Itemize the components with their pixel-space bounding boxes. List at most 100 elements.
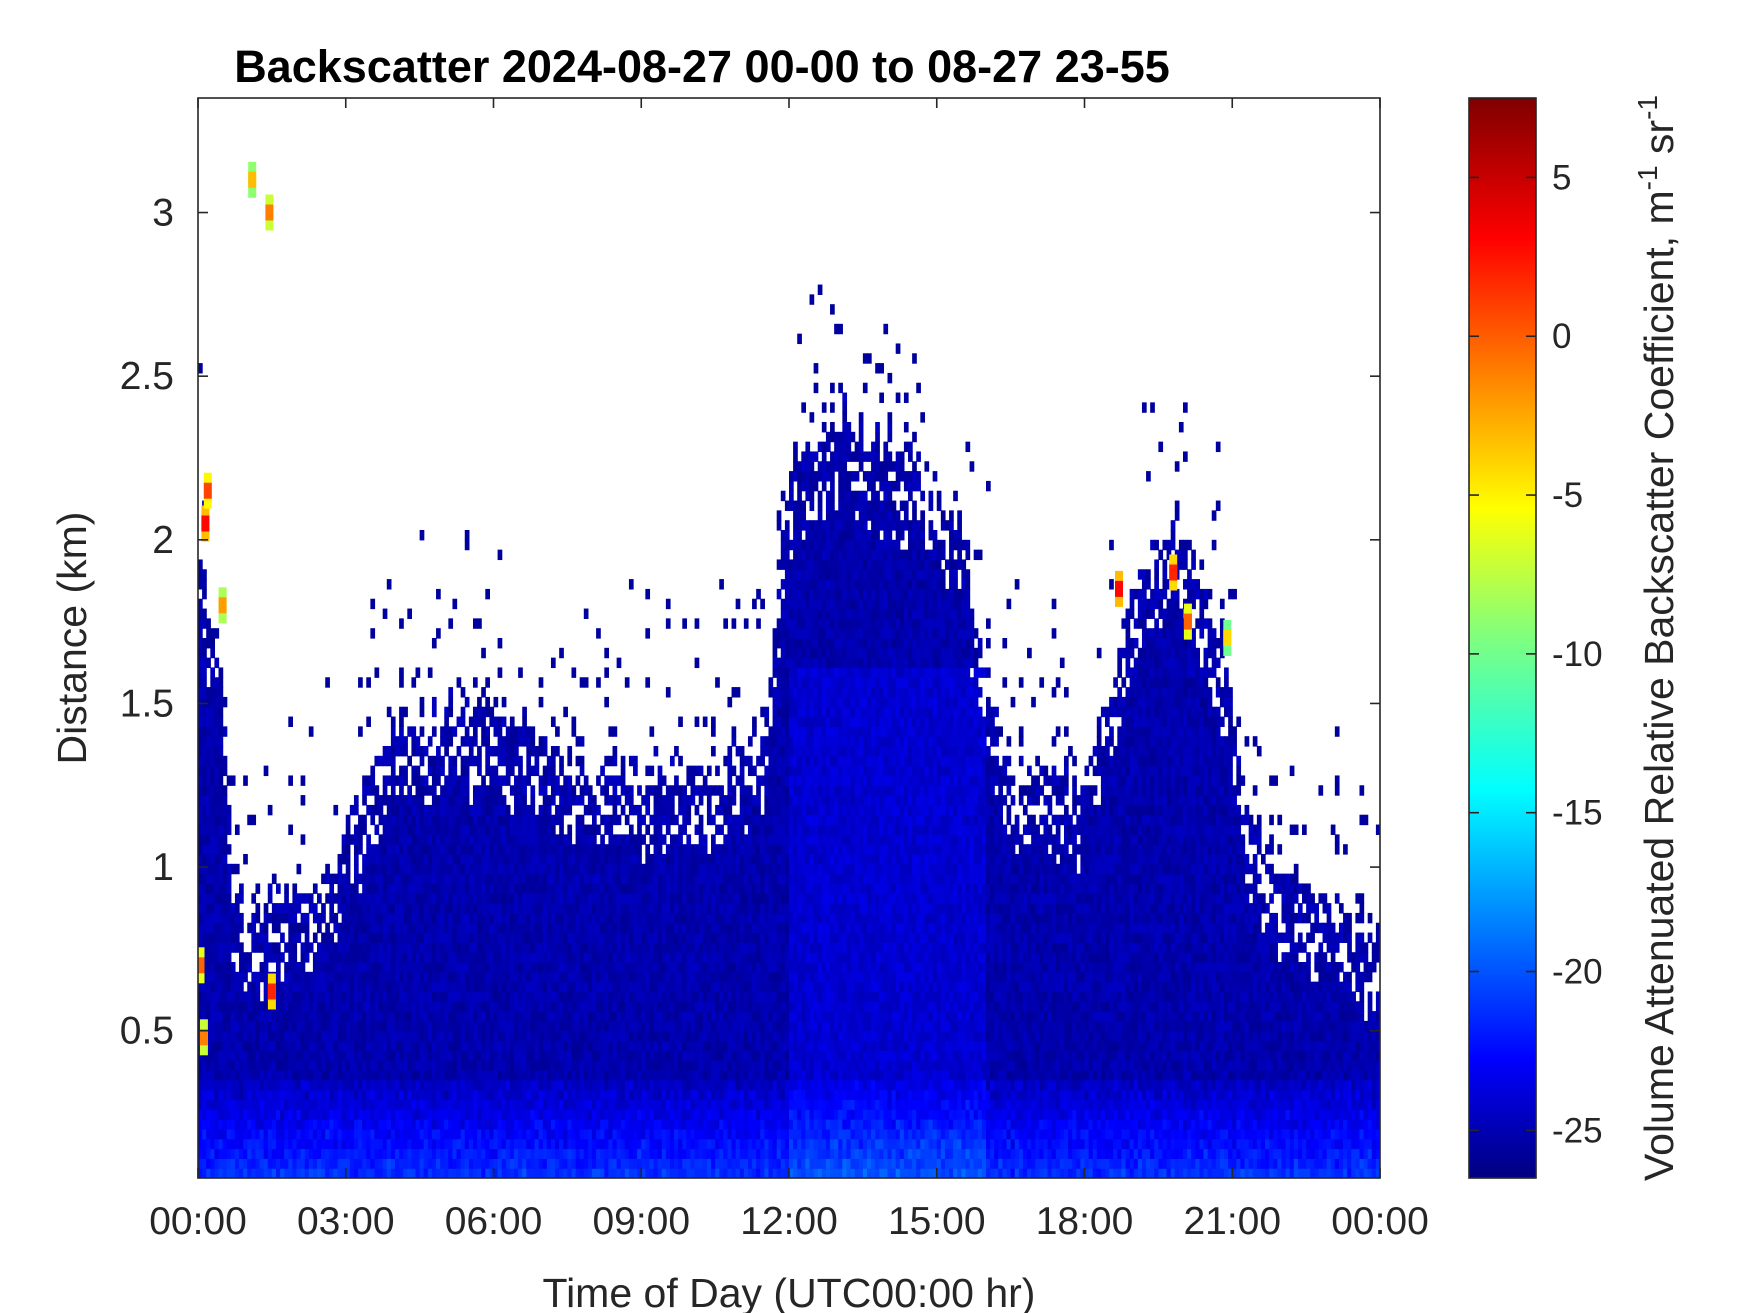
heatmap-cell — [575, 795, 581, 806]
heatmap-cell — [280, 1089, 285, 1101]
heatmap-cell — [579, 1119, 585, 1130]
heatmap-cell — [202, 844, 207, 855]
heatmap-cell — [575, 1099, 581, 1110]
heatmap-cell — [592, 873, 597, 885]
heatmap-cell — [444, 726, 449, 737]
heatmap-cell — [448, 1148, 454, 1159]
heatmap-cell — [645, 893, 651, 904]
heatmap-cell — [526, 854, 532, 865]
heatmap-cell — [612, 952, 618, 963]
heatmap-cell — [530, 1119, 536, 1130]
heatmap-cell — [501, 903, 507, 914]
heatmap-cell — [645, 1158, 651, 1169]
heatmap-cell — [214, 1138, 220, 1150]
heatmap-cell — [329, 893, 335, 904]
heatmap-cell — [477, 755, 482, 767]
heatmap-cell — [669, 1109, 675, 1120]
heatmap-cell — [251, 1020, 257, 1032]
heatmap-cell — [234, 1020, 240, 1032]
heatmap-cell — [230, 1070, 236, 1081]
heatmap-cell — [341, 981, 347, 993]
heatmap-cell — [579, 1011, 585, 1022]
heatmap-cell — [353, 893, 359, 904]
heatmap-cell — [312, 1119, 318, 1130]
heatmap-cell — [255, 932, 261, 943]
heatmap-cell — [448, 854, 454, 865]
heatmap-cell — [411, 844, 417, 855]
heatmap-cell — [267, 1050, 273, 1061]
heatmap-cell — [382, 863, 388, 875]
heatmap-cell — [641, 952, 646, 963]
heatmap-cell — [579, 755, 585, 767]
heatmap-cell — [567, 824, 573, 835]
heatmap-cell — [620, 952, 626, 963]
heatmap-cell — [571, 922, 577, 934]
heatmap-cell — [485, 746, 490, 757]
heatmap-cell — [493, 1168, 499, 1178]
heatmap-cell — [563, 922, 568, 934]
heatmap-cell — [210, 638, 216, 649]
heatmap-cell — [321, 932, 326, 943]
heatmap-cell — [509, 942, 515, 953]
heatmap-cell — [682, 971, 687, 983]
heatmap-cell — [706, 912, 712, 924]
heatmap-cell — [374, 844, 380, 855]
heatmap-cell — [312, 1138, 318, 1150]
heatmap-cell — [243, 1168, 248, 1178]
heatmap-cell — [546, 981, 552, 993]
heatmap-cell — [563, 775, 568, 786]
heatmap-cell — [489, 795, 495, 806]
heatmap-cell — [583, 677, 589, 688]
heatmap-cell — [415, 1079, 421, 1091]
heatmap-cell — [678, 1158, 683, 1169]
heatmap-cell — [267, 883, 273, 894]
heatmap-cell — [370, 971, 376, 983]
heatmap-cell — [210, 1070, 216, 1081]
heatmap-cell — [534, 863, 540, 875]
heatmap-cell — [308, 971, 314, 983]
heatmap-cell — [628, 844, 634, 855]
heatmap-cell — [403, 942, 408, 953]
heatmap-cell — [694, 863, 700, 875]
heatmap-cell — [481, 785, 486, 796]
heatmap-cell — [243, 775, 248, 786]
heatmap-cell — [312, 1158, 318, 1169]
heatmap-cell — [534, 1040, 540, 1051]
heatmap-cell — [522, 1168, 527, 1178]
heatmap-cell — [374, 863, 380, 875]
heatmap-cell — [370, 903, 376, 914]
heatmap-cell — [522, 1099, 527, 1110]
heatmap-cell — [275, 1089, 281, 1101]
heatmap-cell — [649, 1030, 655, 1042]
heatmap-cell — [333, 1079, 339, 1091]
heatmap-cell — [616, 922, 622, 934]
heatmap-cell — [304, 1020, 310, 1032]
heatmap-cell — [431, 638, 437, 649]
heatmap-cell — [427, 893, 433, 904]
heatmap-cell — [645, 1011, 651, 1022]
heatmap-cell — [477, 1168, 482, 1178]
heatmap-cell — [497, 981, 503, 993]
heatmap-cell — [497, 873, 503, 885]
heatmap-cell — [358, 1040, 363, 1051]
heatmap-cell — [559, 804, 564, 816]
heatmap-cell — [624, 1109, 630, 1120]
heatmap-cell — [366, 932, 371, 943]
heatmap-cell — [263, 1148, 269, 1159]
heatmap-cell — [436, 1128, 441, 1140]
heatmap-cell — [230, 1011, 236, 1022]
heatmap-cell — [563, 981, 568, 993]
heatmap-cell — [690, 1040, 696, 1051]
heatmap-cell — [390, 1011, 396, 1022]
heatmap-cell — [452, 952, 458, 963]
heatmap-cell — [399, 667, 404, 678]
heatmap-cell — [489, 863, 495, 875]
heatmap-cell — [546, 971, 552, 983]
heatmap-cell — [571, 1079, 577, 1091]
heatmap-cell — [362, 1138, 367, 1150]
heatmap-cell — [645, 1099, 651, 1110]
heatmap-cell — [300, 1138, 306, 1150]
heatmap-cell — [362, 814, 367, 826]
heatmap-cell — [485, 1040, 490, 1051]
heatmap-cell — [542, 903, 548, 914]
